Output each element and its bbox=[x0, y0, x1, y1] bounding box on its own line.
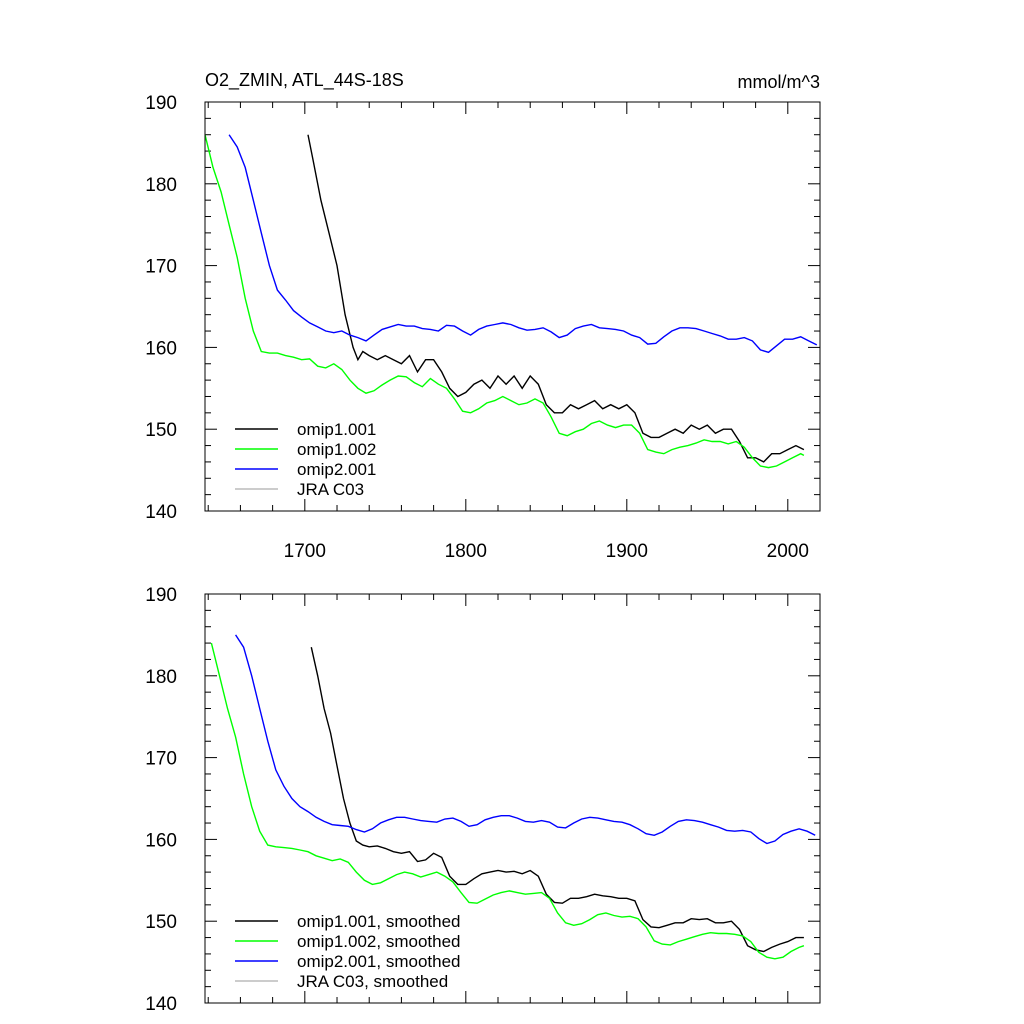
plot-frame bbox=[204, 101, 821, 512]
y-tick-label: 150 bbox=[145, 420, 177, 441]
series-line-omip1-001 bbox=[307, 134, 805, 463]
legend-label: omip1.002, smoothed bbox=[297, 932, 461, 951]
series-line-omip1-002 bbox=[205, 134, 805, 469]
legend-label: JRA C03 bbox=[297, 480, 364, 499]
series-line-omip1-002-smoothed bbox=[210, 642, 805, 960]
x-tick-label: 1900 bbox=[606, 541, 648, 562]
y-tick-label: 170 bbox=[145, 257, 177, 278]
y-tick-label: 140 bbox=[145, 502, 177, 523]
legend-label: omip2.001, smoothed bbox=[297, 952, 461, 971]
y-tick-label: 140 bbox=[145, 994, 177, 1015]
legend-label: omip1.001 bbox=[297, 420, 376, 439]
legend-label: omip1.002 bbox=[297, 440, 376, 459]
y-tick-label: 160 bbox=[145, 830, 177, 851]
x-tick-label: 2000 bbox=[767, 541, 809, 562]
chart-title: O2_ZMIN, ATL_44S-18S bbox=[205, 70, 404, 91]
x-tick-label: 1800 bbox=[445, 541, 487, 562]
y-tick-label: 190 bbox=[145, 585, 177, 606]
y-tick-label: 160 bbox=[145, 338, 177, 359]
series-line-omip2-001-smoothed bbox=[235, 634, 816, 845]
legend-label: JRA C03, smoothed bbox=[297, 972, 448, 991]
y-tick-label: 180 bbox=[145, 667, 177, 688]
y-tick-label: 170 bbox=[145, 749, 177, 770]
chart-panel-1: 1700 1800 1900 2000 140 150 160 170 180 190 omip1.… bbox=[145, 93, 821, 562]
series-line-omip2-001 bbox=[228, 134, 818, 354]
y-tick-label: 150 bbox=[145, 912, 177, 933]
x-tick-label: 1700 bbox=[284, 541, 326, 562]
legend-label: omip2.001 bbox=[297, 460, 376, 479]
y-tick-label: 190 bbox=[145, 93, 177, 114]
y-tick-label: 180 bbox=[145, 175, 177, 196]
plot-frame bbox=[204, 593, 821, 1004]
chart-units: mmol/m^3 bbox=[738, 72, 820, 92]
legend-label: omip1.001, smoothed bbox=[297, 912, 461, 931]
series-line-omip1-001-smoothed bbox=[310, 647, 804, 953]
